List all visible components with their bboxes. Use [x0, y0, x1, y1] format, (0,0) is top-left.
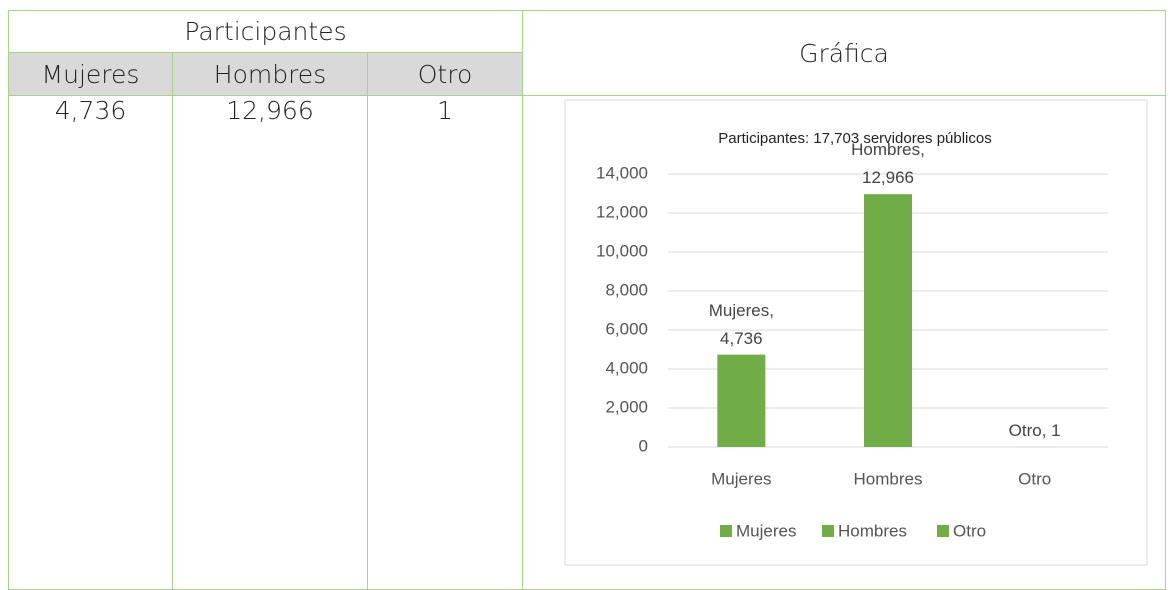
y-tick-label: 10,000	[596, 241, 648, 260]
legend-swatch	[822, 525, 834, 537]
y-tick-label: 14,000	[596, 163, 648, 182]
x-tick-label: Otro	[1018, 469, 1051, 488]
y-tick-label: 4,000	[605, 358, 648, 377]
legend-label: Otro	[953, 521, 986, 540]
legend-swatch	[720, 525, 732, 537]
y-tick-label: 8,000	[605, 280, 648, 299]
x-tick-label: Mujeres	[711, 469, 771, 488]
x-tick-label: Hombres	[854, 469, 923, 488]
y-tick-label: 2,000	[605, 397, 648, 416]
y-tick-label: 0	[639, 436, 648, 455]
data-label-box: Hombres, 12,966	[838, 132, 938, 192]
legend-label: Hombres	[838, 521, 907, 540]
data-label-box: Otro, 1	[985, 385, 1085, 445]
y-tick-label: 12,000	[596, 202, 648, 221]
data-label: Otro, 1	[985, 385, 1085, 445]
bar	[864, 194, 912, 447]
legend-swatch	[937, 525, 949, 537]
bar	[717, 355, 765, 447]
y-tick-label: 6,000	[605, 319, 648, 338]
data-label: Hombres, 12,966	[838, 132, 938, 192]
data-label-box: Mujeres, 4,736	[691, 293, 791, 353]
data-label: Mujeres, 4,736	[691, 293, 791, 353]
legend-label: Mujeres	[736, 521, 796, 540]
